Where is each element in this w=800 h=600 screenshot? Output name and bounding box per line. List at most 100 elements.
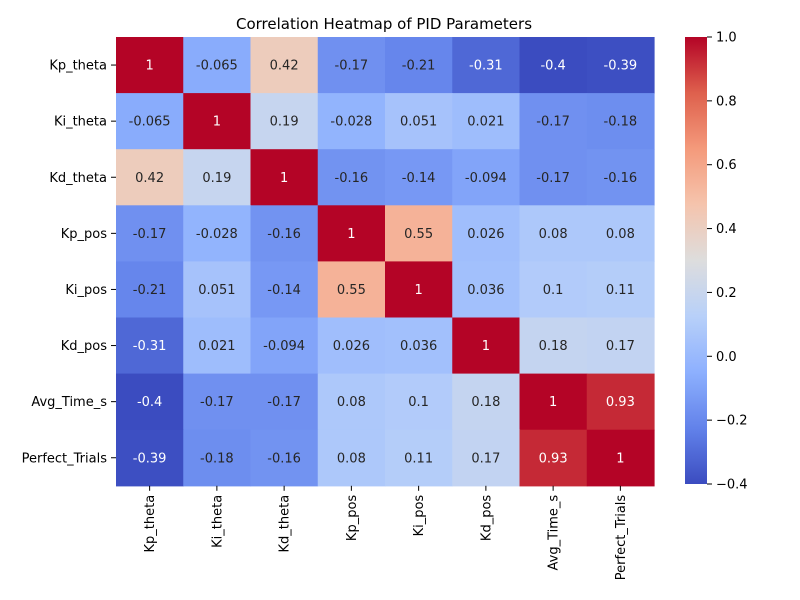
heatmap-cell (586, 317, 655, 375)
heatmap-cell (183, 429, 252, 487)
colorbar-tick-label: 0.6 (716, 158, 737, 173)
y-tick-label: Perfect_Trials (22, 451, 108, 466)
colorbar-tick-label: 0.0 (716, 350, 737, 365)
heatmap-cell (519, 149, 588, 206)
cell-value-label: -0.16 (267, 227, 301, 242)
heatmap-cell (385, 37, 453, 94)
heatmap-cell (250, 37, 319, 94)
heatmap-cell (586, 149, 655, 206)
x-tick-label: Perfect_Trials (614, 495, 629, 581)
cell-value-label: -0.17 (335, 59, 369, 74)
colorbar-tick-label: 0.8 (716, 94, 737, 109)
y-tick-label: Kp_theta (49, 59, 107, 74)
cell-value-label: 0.18 (539, 339, 568, 354)
y-tick-label: Ki_pos (65, 283, 107, 298)
cell-value-label: 0.026 (333, 339, 370, 354)
cell-value-label: -0.31 (133, 339, 167, 354)
cell-value-label: 0.11 (606, 283, 635, 298)
heatmap-cell (116, 149, 184, 206)
heatmap-cell (452, 93, 521, 150)
cell-value-label: -0.21 (133, 283, 167, 298)
heatmap-cell (452, 261, 521, 319)
cell-value-label: 0.021 (467, 115, 504, 130)
heatmap-cell (317, 205, 386, 262)
cell-value-label: -0.18 (200, 451, 234, 466)
cell-value-label: 1 (145, 59, 153, 74)
cell-value-label: -0.17 (267, 395, 301, 410)
cell-value-label: -0.16 (604, 171, 638, 186)
heatmap-cell (250, 149, 319, 206)
x-tick-label: Avg_Time_s (547, 495, 562, 571)
x-tick-label: Kd_theta (278, 495, 293, 553)
heatmap-cell (183, 149, 252, 206)
colorbar-tick-label: 0.2 (716, 286, 737, 301)
heatmap-cell (452, 373, 521, 431)
chart-title: Correlation Heatmap of PID Parameters (236, 15, 532, 33)
heatmap-cell (586, 205, 655, 262)
cell-value-label: -0.14 (402, 171, 436, 186)
heatmap-cell (586, 429, 655, 487)
heatmap-cell (116, 205, 184, 262)
cell-value-label: 0.42 (135, 171, 164, 186)
heatmap-cell (116, 429, 184, 487)
heatmap-cell (385, 93, 453, 150)
cell-value-label: 0.17 (606, 339, 635, 354)
x-tick-label: Kd_pos (479, 495, 494, 541)
cell-value-label: -0.4 (540, 59, 565, 74)
heatmap-cell (586, 37, 655, 94)
cell-value-label: -0.028 (330, 115, 372, 130)
heatmap-cell (183, 93, 252, 150)
heatmap-cell (452, 149, 521, 206)
cell-value-label: -0.31 (469, 59, 503, 74)
y-tick-label: Kp_pos (61, 227, 107, 242)
heatmap-cell (250, 373, 319, 431)
cell-value-label: 0.051 (198, 283, 235, 298)
heatmap-cell (116, 261, 184, 319)
heatmap-cells: 1 -0.065 0.42 -0.17 -0.21 -0.31 -0.4 -0.39 -0.06… (116, 37, 655, 487)
cell-value-label: -0.39 (604, 59, 638, 74)
cell-value-label: -0.21 (402, 59, 436, 74)
heatmap-cell (250, 429, 319, 487)
heatmap-cell (519, 429, 588, 487)
cell-value-label: 0.55 (404, 227, 433, 242)
colorbar-gradient (685, 37, 707, 484)
x-tick-label: Ki_pos (412, 495, 427, 537)
heatmap-cell (385, 205, 453, 262)
cell-value-label: 0.021 (198, 339, 235, 354)
heatmap-cell (519, 37, 588, 94)
cell-value-label: -0.094 (263, 339, 305, 354)
colorbar: −0.4 −0.2 0.0 0.2 0.4 0.6 0.8 1.0 (685, 31, 748, 493)
heatmap-cell (519, 317, 588, 375)
cell-value-label: 0.93 (539, 451, 568, 466)
cell-value-label: -0.028 (196, 227, 238, 242)
heatmap-cell (183, 37, 252, 94)
colorbar-tick-label: −0.4 (716, 478, 748, 493)
cell-value-label: 0.42 (270, 59, 299, 74)
heatmap-cell (385, 149, 453, 206)
heatmap-cell (183, 205, 252, 262)
colorbar-tick-label: 0.4 (716, 222, 737, 237)
y-tick-label: Ki_theta (54, 115, 107, 130)
cell-value-label: -0.094 (465, 171, 507, 186)
cell-value-label: 0.1 (543, 283, 564, 298)
cell-value-label: 0.08 (539, 227, 568, 242)
heatmap-cell (519, 261, 588, 319)
heatmap-cell (452, 37, 521, 94)
cell-value-label: -0.18 (604, 115, 638, 130)
x-tick-label: Kp_theta (143, 495, 158, 553)
cell-value-label: -0.16 (267, 451, 301, 466)
heatmap-cell (385, 317, 453, 375)
heatmap-cell (183, 261, 252, 319)
heatmap-cell (116, 37, 184, 94)
cell-value-label: 0.55 (337, 283, 366, 298)
heatmap-cell (452, 205, 521, 262)
y-tick-label: Kd_theta (49, 171, 107, 186)
heatmap-cell (452, 317, 521, 375)
cell-value-label: 0.026 (467, 227, 504, 242)
heatmap-cell (317, 317, 386, 375)
heatmap-cell (385, 373, 453, 431)
cell-value-label: -0.17 (200, 395, 234, 410)
cell-value-label: 1 (213, 115, 221, 130)
heatmap-cell (519, 205, 588, 262)
cell-value-label: 1 (616, 451, 624, 466)
